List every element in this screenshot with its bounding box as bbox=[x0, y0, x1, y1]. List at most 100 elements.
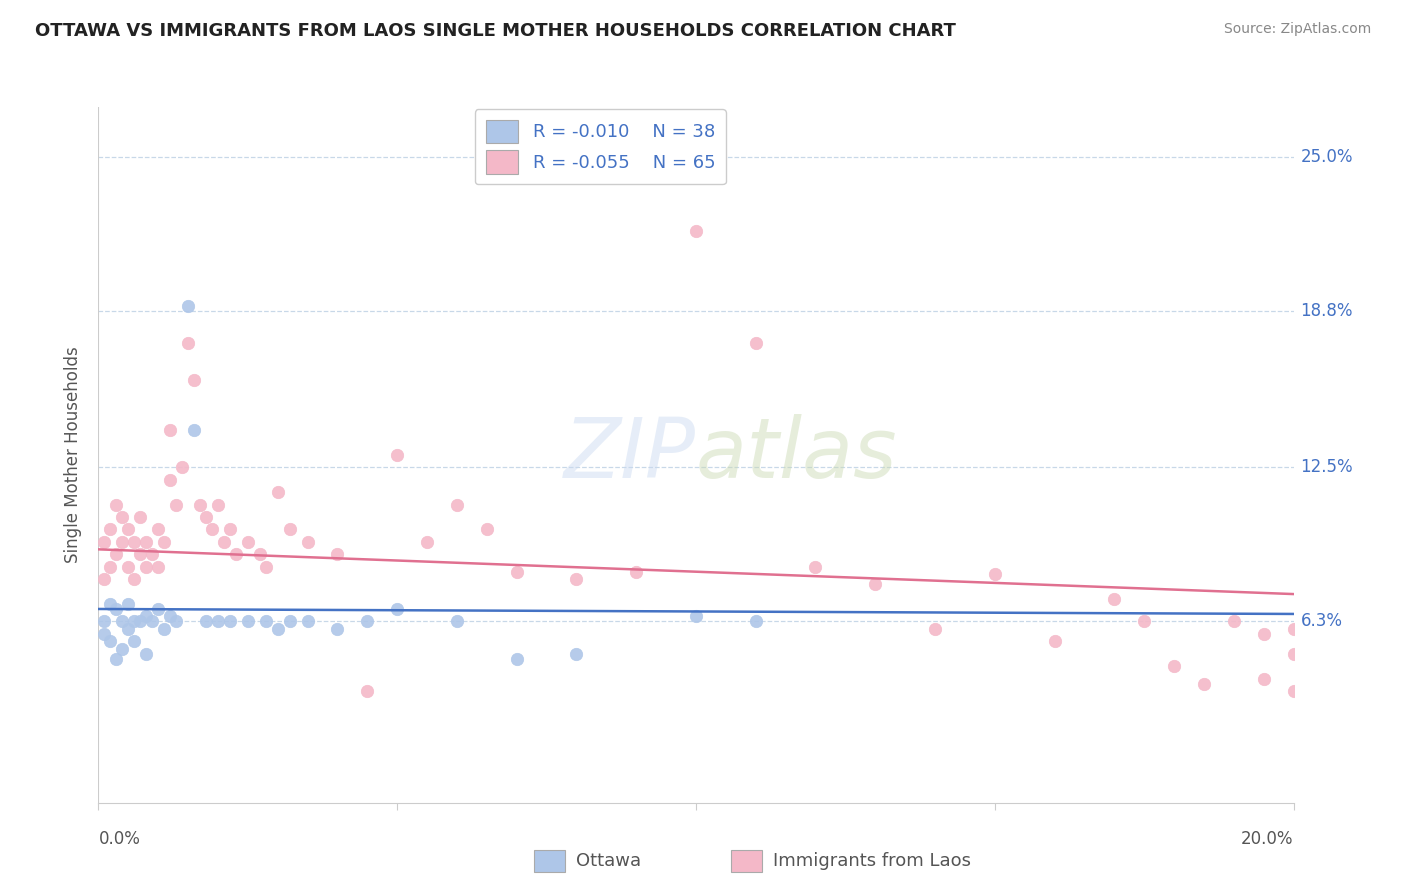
Point bbox=[745, 615, 768, 629]
Point bbox=[124, 615, 146, 629]
Point bbox=[135, 647, 157, 661]
Point bbox=[111, 510, 134, 524]
Point bbox=[1253, 672, 1275, 686]
Point bbox=[207, 498, 229, 512]
Point bbox=[1043, 634, 1066, 648]
Text: 0.0%: 0.0% bbox=[98, 830, 141, 847]
Y-axis label: Single Mother Households: Single Mother Households bbox=[65, 347, 83, 563]
Point bbox=[124, 572, 146, 586]
Point bbox=[219, 523, 242, 537]
Point bbox=[148, 523, 170, 537]
Point bbox=[165, 615, 187, 629]
Point bbox=[159, 473, 181, 487]
Point bbox=[506, 651, 529, 665]
Point bbox=[236, 534, 259, 549]
Point bbox=[1192, 676, 1215, 690]
Point bbox=[183, 373, 205, 387]
Point bbox=[278, 523, 301, 537]
Legend: R = -0.010    N = 38, R = -0.055    N = 65: R = -0.010 N = 38, R = -0.055 N = 65 bbox=[475, 109, 725, 185]
Point bbox=[159, 609, 181, 624]
Point bbox=[685, 609, 707, 624]
Point bbox=[1253, 627, 1275, 641]
Point bbox=[1104, 592, 1126, 607]
Point bbox=[1133, 615, 1156, 629]
Point bbox=[506, 565, 529, 579]
Point bbox=[117, 559, 139, 574]
Point bbox=[93, 534, 115, 549]
Point bbox=[446, 615, 468, 629]
Point bbox=[212, 534, 235, 549]
Point bbox=[172, 460, 194, 475]
Point bbox=[745, 336, 768, 351]
Point bbox=[201, 523, 224, 537]
Point bbox=[117, 622, 139, 636]
Point bbox=[165, 498, 187, 512]
Point bbox=[129, 510, 152, 524]
Point bbox=[105, 547, 128, 561]
Point bbox=[624, 565, 647, 579]
Point bbox=[207, 615, 229, 629]
Point bbox=[98, 523, 122, 537]
Text: 25.0%: 25.0% bbox=[1301, 148, 1353, 166]
Point bbox=[565, 572, 588, 586]
Text: Ottawa: Ottawa bbox=[576, 852, 641, 870]
Point bbox=[1282, 684, 1305, 698]
Point bbox=[98, 597, 122, 611]
Point bbox=[297, 615, 319, 629]
Point bbox=[254, 615, 277, 629]
Point bbox=[188, 498, 211, 512]
Point bbox=[983, 567, 1005, 582]
Point bbox=[183, 423, 205, 437]
Text: Immigrants from Laos: Immigrants from Laos bbox=[773, 852, 972, 870]
Text: atlas: atlas bbox=[696, 415, 897, 495]
Text: 20.0%: 20.0% bbox=[1241, 830, 1294, 847]
Text: ZIP: ZIP bbox=[564, 415, 696, 495]
Point bbox=[356, 615, 378, 629]
Point bbox=[177, 336, 200, 351]
Point bbox=[117, 523, 139, 537]
Point bbox=[1282, 622, 1305, 636]
Point bbox=[135, 609, 157, 624]
Point bbox=[148, 559, 170, 574]
Point bbox=[1282, 647, 1305, 661]
Point bbox=[385, 448, 409, 462]
Point bbox=[98, 559, 122, 574]
Point bbox=[194, 510, 218, 524]
Point bbox=[129, 547, 152, 561]
Point bbox=[865, 577, 887, 591]
Point bbox=[111, 641, 134, 656]
Point bbox=[148, 602, 170, 616]
Point bbox=[225, 547, 247, 561]
Point bbox=[105, 651, 128, 665]
Point bbox=[267, 622, 290, 636]
Point bbox=[385, 602, 409, 616]
Point bbox=[236, 615, 259, 629]
Point bbox=[141, 615, 163, 629]
Point bbox=[105, 498, 128, 512]
Point bbox=[135, 534, 157, 549]
Point bbox=[153, 622, 176, 636]
Point bbox=[105, 602, 128, 616]
Point bbox=[685, 224, 707, 238]
Point bbox=[1163, 659, 1185, 673]
Point bbox=[129, 615, 152, 629]
Point bbox=[159, 423, 181, 437]
Point bbox=[446, 498, 468, 512]
Point bbox=[356, 684, 378, 698]
Point bbox=[565, 647, 588, 661]
Point bbox=[804, 559, 827, 574]
Point bbox=[278, 615, 301, 629]
Point bbox=[219, 615, 242, 629]
Point bbox=[177, 299, 200, 313]
Point bbox=[1223, 615, 1246, 629]
Point bbox=[249, 547, 271, 561]
Point bbox=[117, 597, 139, 611]
Point bbox=[416, 534, 439, 549]
Point bbox=[93, 615, 115, 629]
Point bbox=[135, 559, 157, 574]
Point bbox=[254, 559, 277, 574]
Point bbox=[297, 534, 319, 549]
Text: Source: ZipAtlas.com: Source: ZipAtlas.com bbox=[1223, 22, 1371, 37]
Point bbox=[124, 534, 146, 549]
Point bbox=[98, 634, 122, 648]
